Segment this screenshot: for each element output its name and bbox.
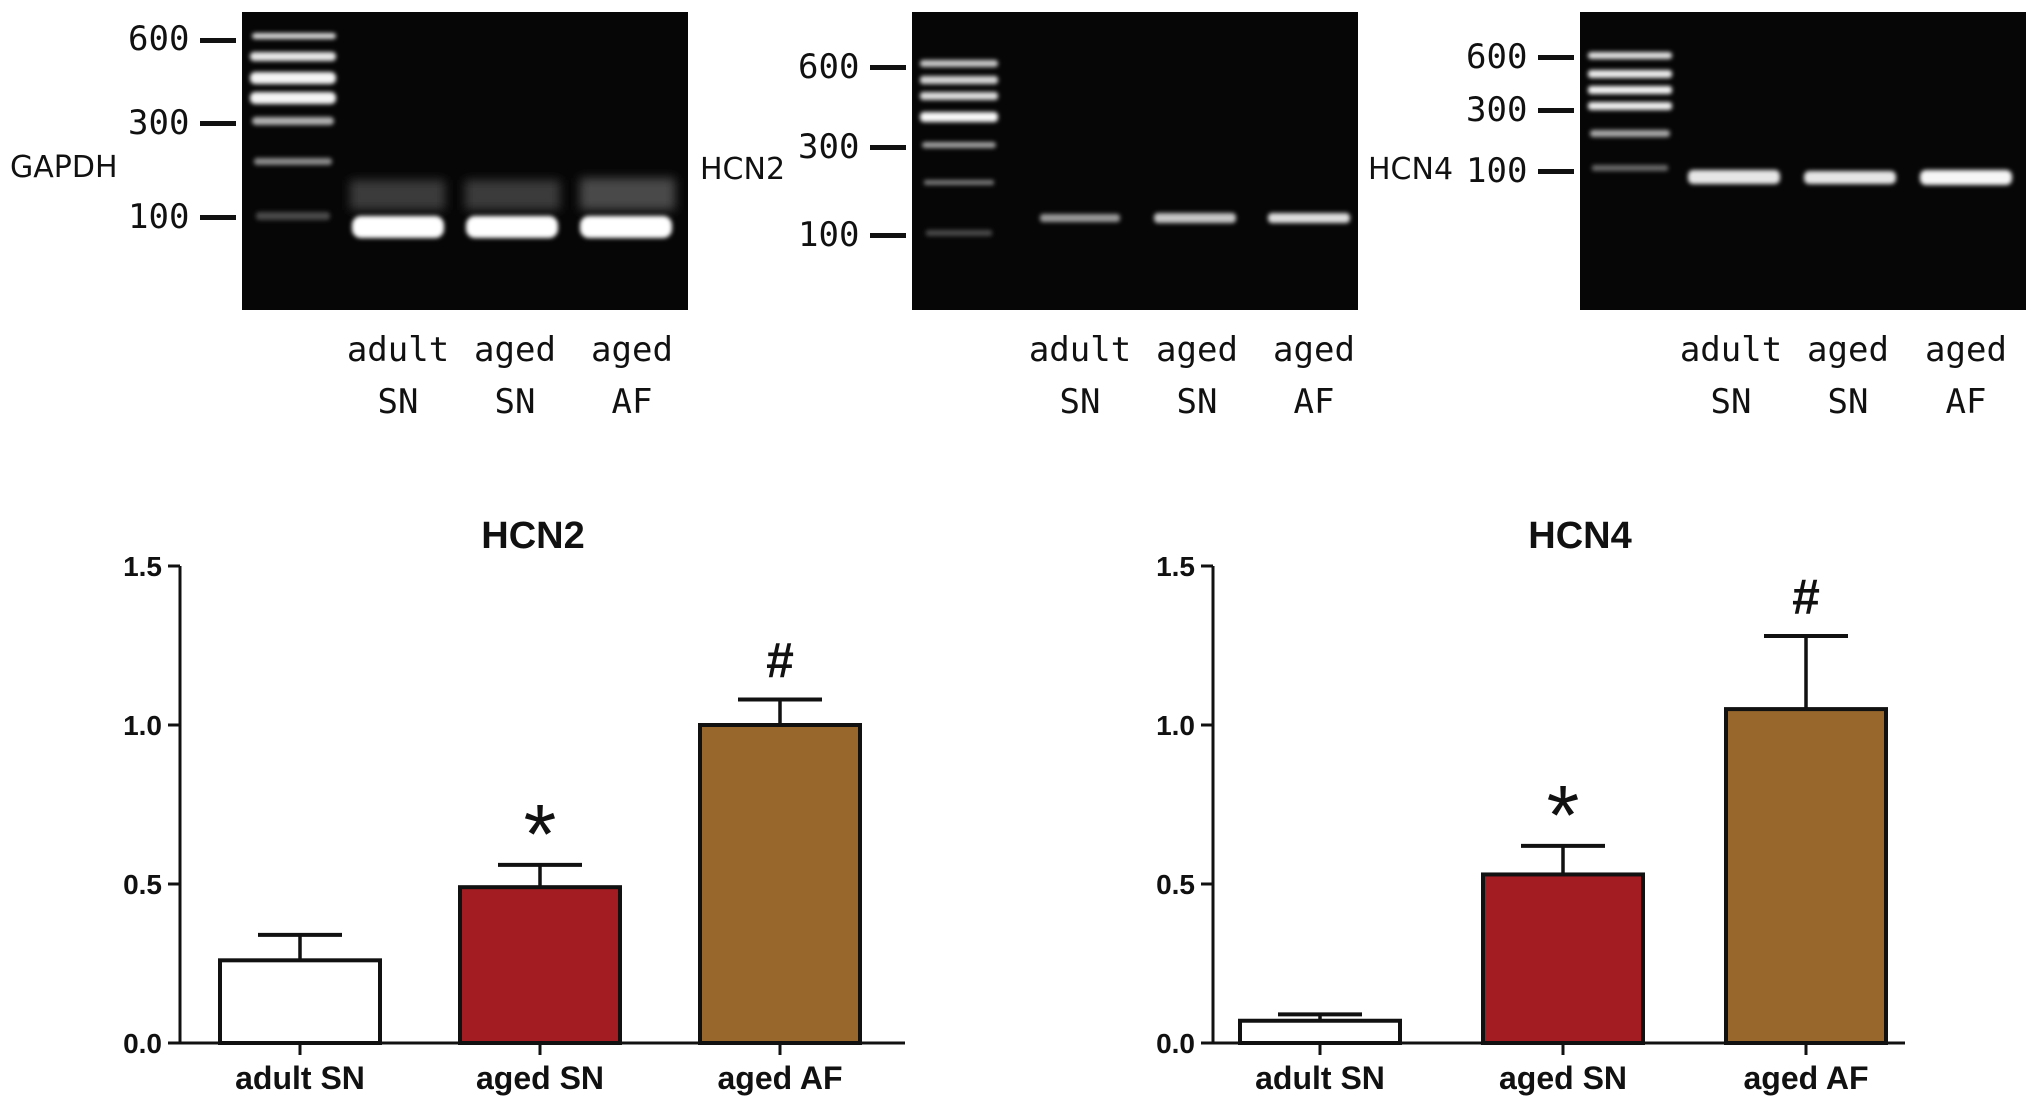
ladder-tick (1538, 169, 1574, 174)
ladder-band (920, 112, 998, 122)
gel-image (200, 12, 688, 310)
ladder-mark-label: 300 (128, 103, 190, 143)
lane-label: adult SN (1679, 330, 1783, 422)
bar (458, 885, 622, 1045)
x-tick-label: aged AF (717, 1060, 842, 1096)
ladder-mark-label: 300 (1466, 90, 1528, 130)
ladder-tick (1538, 55, 1574, 60)
significance-marker: * (524, 787, 557, 881)
x-tick-label: adult SN (235, 1060, 365, 1096)
ladder-band (250, 92, 336, 104)
sample-band (1268, 213, 1350, 223)
sample-band (1040, 214, 1120, 222)
lane-label: adult SN (346, 330, 450, 422)
y-tick-label: 0.5 (123, 869, 162, 900)
ladder-band (1588, 70, 1672, 78)
y-tick-label: 1.5 (123, 551, 162, 582)
ladder-mark-label: 600 (128, 19, 190, 59)
gene-label: HCN2 (700, 152, 786, 187)
gel-image (1538, 12, 2026, 310)
gel-panel-hcn2: HCN2 600 300 100 ad (680, 0, 1370, 440)
ladder-band (920, 76, 998, 84)
y-tick-label: 0.0 (123, 1028, 162, 1059)
x-tick-label: aged SN (476, 1060, 604, 1096)
ladder-mark-label: 100 (128, 197, 190, 237)
ladder-tick (200, 215, 236, 220)
y-tick-label: 0.0 (1156, 1028, 1195, 1059)
ladder-mark-label: 600 (1466, 37, 1528, 77)
bar (698, 723, 862, 1045)
x-tick-label: adult SN (1255, 1060, 1385, 1096)
lane-label: aged SN (1807, 330, 1889, 422)
bar-chart-hcn2: HCN2 0.0 0.5 1.0 1.5 adult SN aged SN * aged AF # (123, 515, 905, 1096)
gel-panel-hcn4: HCN4 600 300 100 adult SN (1360, 0, 2031, 440)
bar-chart-hcn4: HCN4 0.0 0.5 1.0 1.5 adult SN aged SN * aged AF # (1156, 515, 1905, 1096)
x-tick-label: aged SN (1499, 1060, 1627, 1096)
ladder-band (250, 52, 336, 61)
ladder-band (254, 158, 332, 165)
gel-image (870, 12, 1358, 310)
sample-band (1154, 213, 1236, 223)
ladder-band (920, 60, 998, 67)
significance-marker: # (1792, 569, 1820, 625)
ladder-tick (870, 233, 906, 238)
ladder-band (1588, 86, 1672, 94)
lane-label: aged AF (1925, 330, 2007, 422)
ladder-band (924, 180, 994, 185)
sample-band (352, 216, 444, 238)
ladder-band (926, 230, 992, 236)
sample-band (466, 216, 558, 238)
sample-band (1920, 170, 2012, 185)
ladder-band (1590, 130, 1670, 137)
bar (1724, 707, 1888, 1045)
gene-label: GAPDH (10, 150, 118, 185)
ladder-mark-label: 100 (798, 215, 860, 255)
ladder-band (1588, 52, 1672, 59)
y-tick-label: 1.0 (123, 710, 162, 741)
y-tick-label: 0.5 (1156, 869, 1195, 900)
gene-label: HCN4 (1368, 152, 1454, 187)
ladder-band (252, 117, 334, 125)
bar (218, 958, 382, 1046)
ladder-mark-label: 100 (1466, 151, 1528, 191)
ladder-band (252, 33, 336, 39)
ladder-band (1592, 165, 1668, 171)
ladder-tick (200, 38, 236, 43)
lane-label: aged SN (474, 330, 556, 422)
gel-panel-gapdh: GAPDH 600 300 100 (0, 0, 700, 440)
sample-band (1804, 171, 1896, 184)
lane-label: aged SN (1156, 330, 1238, 422)
lane-label: aged AF (591, 330, 673, 422)
ladder-band (920, 92, 998, 100)
ladder-mark-label: 300 (798, 127, 860, 167)
ladder-mark-label: 600 (798, 47, 860, 87)
lane-label: adult SN (1028, 330, 1132, 422)
ladder-band (922, 142, 996, 148)
ladder-band (250, 72, 336, 84)
ladder-band (256, 212, 330, 220)
y-tick-label: 1.0 (1156, 710, 1195, 741)
ladder-band (1588, 102, 1672, 110)
bar (1481, 872, 1645, 1045)
bar (1238, 1018, 1402, 1045)
ladder-tick (200, 121, 236, 126)
chart-title: HCN4 (1528, 515, 1631, 557)
y-tick-label: 1.5 (1156, 551, 1195, 582)
chart-title: HCN2 (481, 515, 584, 557)
ladder-tick (1538, 108, 1574, 113)
ladder-tick (870, 145, 906, 150)
lane-label: aged AF (1273, 330, 1355, 422)
significance-marker: # (766, 633, 794, 689)
sample-band (580, 216, 672, 238)
sample-band (1688, 170, 1780, 184)
significance-marker: * (1547, 768, 1580, 862)
ladder-tick (870, 65, 906, 70)
x-tick-label: aged AF (1743, 1060, 1868, 1096)
